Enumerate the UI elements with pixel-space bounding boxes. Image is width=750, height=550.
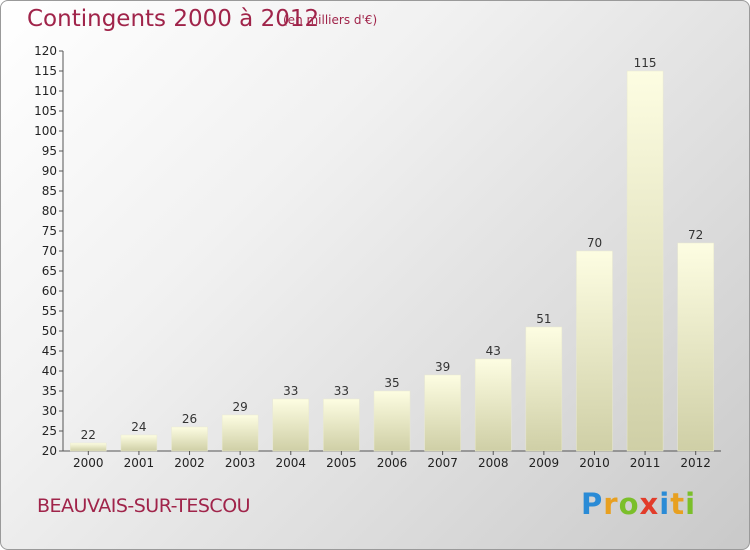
y-tick-label: 55: [42, 304, 57, 318]
logo-letter: i: [659, 487, 671, 521]
y-tick-label: 60: [42, 284, 57, 298]
y-tick-label: 115: [34, 64, 57, 78]
x-tick-label: 2003: [225, 456, 256, 470]
data-label: 39: [435, 360, 450, 374]
y-tick-label: 85: [42, 184, 57, 198]
x-tick-label: 2008: [478, 456, 509, 470]
y-tick-label: 30: [42, 404, 57, 418]
y-tick-label: 25: [42, 424, 57, 438]
y-tick-label: 40: [42, 364, 57, 378]
bar: [120, 434, 158, 452]
logo-letter: i: [685, 487, 697, 521]
bar: [221, 414, 259, 452]
y-tick-label: 100: [34, 124, 57, 138]
data-label: 26: [182, 412, 197, 426]
y-tick-label: 70: [42, 244, 57, 258]
y-tick-label: 95: [42, 144, 57, 158]
y-tick-label: 90: [42, 164, 57, 178]
bar: [474, 358, 512, 452]
data-label: 24: [131, 420, 146, 434]
bar: [576, 250, 613, 452]
data-label: 51: [536, 312, 551, 326]
logo-letter: o: [618, 487, 640, 521]
proxiti-logo: Proxiti: [581, 487, 696, 521]
bar: [323, 398, 360, 452]
bar: [424, 374, 461, 452]
data-label: 72: [688, 228, 703, 242]
y-tick-label: 80: [42, 204, 57, 218]
x-tick-label: 2004: [275, 456, 306, 470]
data-label: 29: [233, 400, 248, 414]
logo-letter: t: [670, 487, 686, 521]
y-tick-label: 120: [34, 44, 57, 58]
logo-letter: r: [603, 487, 619, 521]
data-label: 115: [634, 56, 657, 70]
data-label: 35: [384, 376, 399, 390]
bar: [373, 390, 411, 452]
x-tick-label: 2005: [326, 456, 357, 470]
y-tick-label: 65: [42, 264, 57, 278]
chart-title: Contingents 2000 à 2012: [27, 6, 320, 32]
city-name: BEAUVAIS-SUR-TESCOU: [37, 495, 251, 517]
y-tick-label: 110: [34, 84, 57, 98]
bar: [525, 326, 563, 452]
bar: [70, 442, 107, 452]
x-tick-label: 2010: [579, 456, 610, 470]
x-tick-label: 2006: [377, 456, 408, 470]
x-tick-label: 2002: [174, 456, 205, 470]
chart-subtitle: (en milliers d'€): [283, 13, 378, 27]
y-tick-label: 75: [42, 224, 57, 238]
y-tick-label: 105: [34, 104, 57, 118]
data-label: 33: [334, 384, 349, 398]
bar: [677, 242, 714, 452]
y-tick-label: 45: [42, 344, 57, 358]
data-label: 70: [587, 236, 602, 250]
y-tick-label: 35: [42, 384, 57, 398]
bar: [171, 426, 208, 452]
x-tick-label: 2000: [73, 456, 104, 470]
x-tick-label: 2011: [630, 456, 661, 470]
x-tick-label: 2007: [427, 456, 458, 470]
y-tick-label: 50: [42, 324, 57, 338]
x-tick-label: 2001: [124, 456, 155, 470]
x-tick-label: 2012: [680, 456, 711, 470]
bar: [626, 70, 664, 452]
y-tick-label: 20: [42, 444, 57, 458]
data-label: 22: [81, 428, 96, 442]
logo-letter: x: [639, 487, 660, 521]
bar: [272, 398, 310, 452]
logo-letter: P: [581, 487, 604, 521]
data-label: 43: [486, 344, 501, 358]
data-label: 33: [283, 384, 298, 398]
x-tick-label: 2009: [529, 456, 560, 470]
